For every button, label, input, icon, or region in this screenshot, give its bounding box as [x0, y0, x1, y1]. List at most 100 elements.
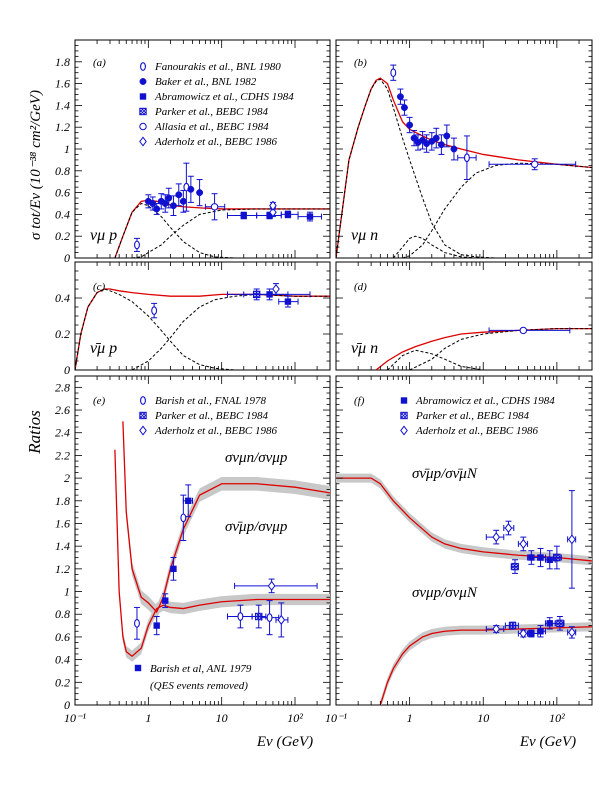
panel-e-legend-label-2: Aderholz et al., BEBC 1986 [154, 425, 278, 437]
panel-f-xtick-label-1: 1 [407, 711, 413, 725]
panel-b-curve-quasi-elastic [336, 78, 497, 258]
x-axis-title-left: Eν (GeV) [256, 734, 313, 750]
panel-f-legend-marker-2 [400, 425, 408, 436]
panel-e-point-2 [162, 593, 169, 608]
panel-d-plot-area [375, 326, 592, 370]
panel-a-curve-quasi-elastic [114, 202, 235, 258]
panel-e-legend-marker-2 [139, 425, 147, 436]
panel-a-legend-label-3: Parker et al., BEBC 1984 [154, 106, 269, 118]
panel-f-curve-anti-p/N [336, 477, 592, 562]
panel-e-point-1 [153, 616, 160, 636]
panel-e-point-6 [226, 604, 253, 629]
panel-e-legend-label-0: Barish et al., FNAL 1978 [155, 395, 267, 407]
panel-a-curve-inelastic [132, 208, 330, 258]
panel-f-point-8 [567, 490, 577, 589]
panel-a-point-5 [161, 194, 169, 213]
panel-a-legend-marker-2 [139, 93, 147, 100]
panel-e-ytick-label-8: 1.6 [55, 516, 70, 530]
panel-e-ytick-label-10: 2 [64, 471, 70, 485]
panel-f-legend-label-2: Aderholz et al., BEBC 1986 [415, 425, 539, 437]
panel-e-point-5 [180, 494, 187, 541]
panel-c-process: ν̄μ p [90, 340, 117, 357]
panel-e-ytick-label-2: 0.4 [55, 653, 70, 667]
panel-a-ytick-label-7: 1.4 [55, 98, 70, 112]
panel-b-point-14 [488, 158, 577, 171]
panel-d-process: ν̄μ n [351, 340, 378, 357]
panel-d-curve-inelastic [409, 328, 592, 370]
y-axis-title-top: σ tot/Eν (10⁻³⁸ cm²/GeV) [28, 90, 44, 240]
panel-e-note-marker [134, 664, 142, 672]
panel-b-point-10 [437, 134, 445, 155]
panel-b-point-11 [443, 124, 451, 148]
panel-f-legend-marker-1 [400, 411, 408, 420]
panel-a-legend-label-0: Fanourakis et al., BNL 1980 [154, 61, 281, 73]
panel-e-point-8 [234, 578, 318, 594]
panel-c-curve-inelastic [131, 293, 330, 370]
panel-a-ytick-label-8: 1.6 [55, 77, 70, 91]
panel-a-ytick-label-2: 0.4 [55, 207, 70, 221]
panel-e-point-7 [251, 604, 267, 629]
panel-f-band-0 [336, 473, 592, 566]
panel-a-point-12 [196, 179, 204, 207]
panel-a-legend-label-4: Allasia et al., BEBC 1984 [154, 121, 269, 133]
panel-b-point-8 [428, 132, 436, 151]
panel-a-plot-area [114, 162, 330, 258]
panel-a-ytick-label-9: 1.8 [55, 55, 70, 69]
panel-b-point-0 [390, 64, 397, 81]
panel-f-point-10 [504, 621, 519, 630]
panel-f-point-12 [527, 629, 539, 638]
panel-a-point-15 [256, 211, 282, 220]
axis-layer: 10⁻¹ 1 10 10² 10⁻¹ 1 10 10²00.20.40.60.811.21.4… [55, 39, 593, 725]
legend-layer: Fanourakis et al., BNL 1980 Baker et al.,… [134, 61, 555, 672]
panel-e-point-3 [170, 557, 177, 581]
panel-e-ytick-label-1: 0.2 [55, 675, 70, 689]
panel-f-annotation-p-over-N: σνμp/σνμN [412, 585, 478, 601]
panel-e-tag: (e) [93, 395, 106, 407]
panel-b-point-2 [400, 99, 408, 116]
panel-e-plot-area [114, 414, 330, 662]
panel-f-xtick-label-0: 10⁻¹ [325, 711, 347, 725]
panel-a-point-16 [280, 210, 299, 219]
panel-e-ytick-label-4: 0.8 [55, 607, 70, 621]
panel-c-ytick-label-2: 0.4 [55, 291, 70, 305]
panel-f-point-7 [553, 545, 562, 570]
panel-e-ytick-label-11: 2.2 [55, 448, 70, 462]
panel-f-legend-label-1: Parker et al., BEBC 1984 [415, 410, 530, 422]
panel-d-curve-total [375, 327, 592, 370]
panel-b-point-12 [450, 137, 458, 161]
panel-c-point-0 [151, 302, 158, 319]
panel-e-curve-anti-p/p [114, 449, 330, 658]
panel-a-ytick-label-4: 0.8 [55, 164, 70, 178]
panel-a-point-0 [133, 237, 140, 252]
plot-layer [75, 64, 592, 705]
panel-b-frame [335, 39, 593, 259]
panel-e-ytick-label-7: 1.4 [55, 539, 70, 553]
panel-e-band-0 [122, 414, 330, 619]
panel-b-point-3 [406, 116, 414, 134]
panel-e-xtick-label-3: 10² [287, 711, 303, 725]
panel-a-ytick-label-5: 1 [64, 142, 70, 156]
panel-e-xtick-label-1: 1 [145, 711, 151, 725]
panel-a-point-11 [187, 175, 195, 203]
panel-a-ytick-label-0: 0 [64, 251, 70, 265]
panel-a-legend-label-2: Abramowicz et al., CDHS 1984 [154, 91, 294, 103]
panel-e-note-line-1: Barish et al, ANL 1979 [150, 663, 252, 675]
panel-a-ytick-label-6: 1.2 [55, 120, 70, 134]
panel-a-legend-marker-3 [139, 107, 147, 116]
panel-e-legend-marker-1 [139, 411, 147, 420]
panel-c-tag: (c) [93, 281, 106, 293]
panel-f-point-16 [567, 626, 577, 639]
panel-f-point-0 [485, 529, 505, 545]
panel-e-curve-n/p [122, 421, 330, 614]
panel-b-process: νμ n [351, 227, 378, 244]
panel-f-point-14 [544, 617, 556, 630]
panel-f-xtick-label-2: 10 [477, 711, 489, 725]
panel-e-legend-marker-0 [140, 396, 146, 405]
panel-d-curve-resonance [387, 349, 484, 370]
panel-a-point-13 [204, 193, 226, 221]
panel-f-annotation-antip-over-N: σν̄μp/σν̄μN [412, 466, 478, 482]
panel-b-curve-resonance [392, 235, 477, 258]
panel-e-ytick-label-0: 0 [64, 698, 70, 712]
panel-e-ytick-label-14: 2.8 [55, 380, 70, 394]
panel-b-point-1 [396, 88, 404, 105]
